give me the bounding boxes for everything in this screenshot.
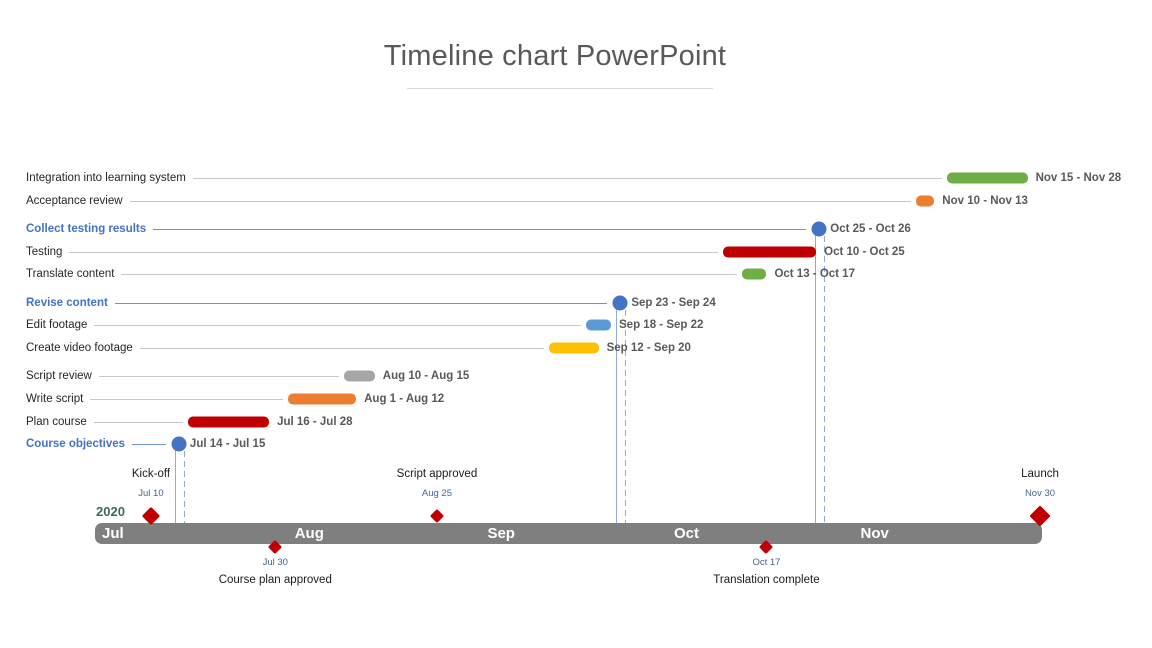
task-date-label: Oct 13 - Oct 17 (774, 268, 855, 281)
task-date-label: Sep 23 - Sep 24 (631, 296, 716, 309)
leader-line (69, 251, 718, 253)
leader-line (99, 376, 339, 378)
leader-line (130, 200, 911, 202)
milestone-date: Oct 17 (752, 557, 781, 568)
milestone-date: Jul 10 (138, 488, 164, 499)
milestone-name: Kick-off (131, 468, 171, 480)
leader-line (140, 348, 544, 350)
milestone-diamond[interactable] (429, 508, 445, 524)
task-bar[interactable] (287, 393, 357, 405)
leader-line (153, 228, 807, 230)
task-bar[interactable] (946, 172, 1028, 184)
task-bar[interactable] (741, 268, 767, 280)
task-row-label: Write script (26, 392, 84, 405)
slide-title: Timeline chart PowerPoint (383, 40, 727, 72)
milestone-connector-line (815, 228, 817, 523)
month-label: Oct (673, 525, 699, 542)
timeline-band (95, 523, 1042, 544)
year-label: 2020 (96, 504, 125, 519)
month-label: Nov (860, 525, 889, 542)
milestone-name: Launch (1021, 468, 1059, 480)
title-underline (407, 88, 713, 89)
task-date-label: Aug 10 - Aug 15 (382, 370, 470, 383)
milestone-connector-dashed-line (625, 309, 627, 523)
task-row-label: Integration into learning system (26, 172, 186, 184)
task-row-label: Acceptance review (26, 194, 123, 207)
task-row-label: Translate content (26, 268, 115, 281)
leader-line (90, 398, 283, 400)
task-date-label: Nov 15 - Nov 28 (1035, 172, 1122, 184)
leader-line (193, 178, 942, 179)
leader-line (94, 325, 582, 327)
milestone-circle[interactable] (171, 436, 187, 452)
task-date-label: Oct 10 - Oct 25 (824, 245, 905, 258)
task-bar[interactable] (188, 416, 270, 428)
milestone-date: Aug 25 (421, 488, 452, 499)
milestone-date: Jul 30 (262, 557, 288, 568)
task-row-label: Testing (26, 245, 63, 258)
milestone-circle[interactable] (612, 295, 628, 311)
milestone-name: Script approved (396, 468, 478, 480)
milestone-connector-line (616, 302, 618, 523)
milestone-circle[interactable] (811, 221, 827, 237)
leader-line (121, 274, 737, 276)
task-date-label: Oct 25 - Oct 26 (830, 222, 911, 235)
milestone-name: Course plan approved (218, 574, 332, 586)
task-row-label: Collect testing results (26, 222, 147, 235)
task-date-label: Jul 16 - Jul 28 (277, 415, 353, 428)
milestone-name: Translation complete (713, 574, 820, 586)
month-label: Jul (102, 525, 124, 542)
milestone-connector-dashed-line (824, 235, 826, 523)
task-bar[interactable] (915, 195, 935, 207)
month-label: Aug (294, 525, 324, 542)
leader-line (132, 444, 166, 446)
task-row-label: Plan course (26, 415, 87, 428)
task-date-label: Sep 12 - Sep 20 (606, 342, 691, 355)
task-row-label: Create video footage (26, 342, 133, 355)
task-bar[interactable] (586, 319, 611, 331)
leader-line (94, 421, 184, 423)
task-row-label: Edit footage (26, 319, 88, 332)
milestone-connector-line (174, 444, 176, 523)
task-date-label: Jul 14 - Jul 15 (189, 438, 266, 451)
task-row-label: Revise content (26, 296, 108, 309)
milestone-date: Nov 30 (1024, 488, 1056, 499)
task-bar[interactable] (343, 370, 375, 382)
task-bar[interactable] (548, 342, 599, 354)
task-bar[interactable] (722, 246, 817, 258)
task-row-label: Script review (26, 370, 92, 383)
leader-line (115, 302, 608, 304)
task-date-label: Aug 1 - Aug 12 (364, 392, 445, 405)
month-label: Sep (487, 525, 515, 542)
task-row-label: Course objectives (26, 438, 126, 451)
task-date-label: Sep 18 - Sep 22 (619, 319, 704, 332)
task-date-label: Nov 10 - Nov 13 (942, 194, 1028, 207)
milestone-connector-dashed-line (184, 451, 186, 523)
